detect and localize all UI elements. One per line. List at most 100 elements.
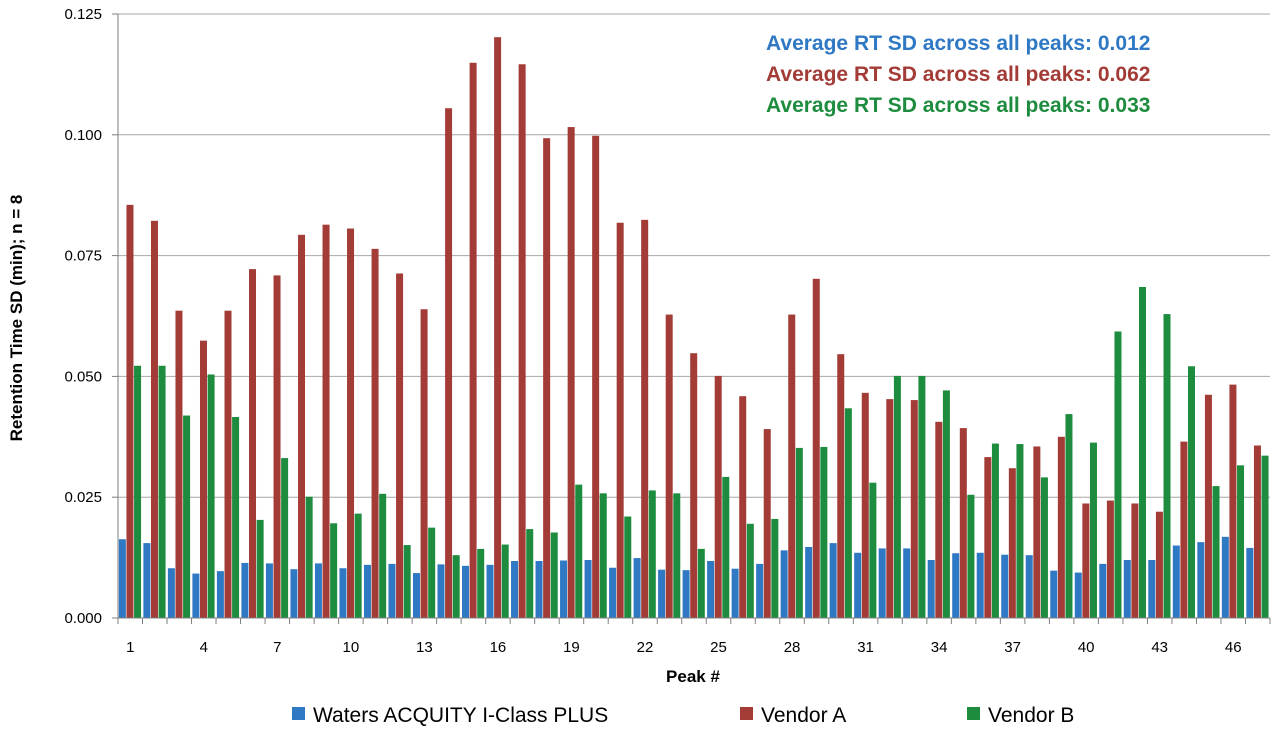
y-tick-label: 0.000: [64, 610, 102, 627]
bar: [1204, 394, 1212, 618]
bar: [624, 516, 632, 618]
bar: [428, 527, 436, 618]
bar: [403, 545, 411, 618]
bar: [812, 278, 820, 618]
bar: [722, 476, 730, 618]
bar: [746, 523, 754, 618]
bar: [501, 544, 509, 618]
bar: [354, 513, 362, 618]
bar: [1074, 572, 1082, 618]
bar: [991, 443, 999, 618]
bar: [844, 408, 852, 618]
bar: [592, 135, 600, 618]
bar: [1188, 366, 1196, 618]
x-tick-label: 10: [343, 639, 360, 656]
bar: [1163, 314, 1171, 618]
x-tick-label: 46: [1225, 639, 1242, 656]
bar: [697, 548, 705, 618]
bar: [690, 353, 698, 618]
legend-label: Vendor A: [761, 704, 846, 727]
bar: [330, 523, 338, 618]
bar: [216, 571, 224, 618]
bar: [560, 560, 568, 618]
average-rt-sd-annotation: Average RT SD across all peaks: 0.033: [766, 94, 1150, 117]
gridlines: [118, 13, 1270, 498]
bar: [305, 496, 313, 618]
bar: [281, 458, 289, 618]
bar: [1138, 287, 1146, 618]
bar: [665, 314, 673, 618]
bar: [599, 493, 607, 618]
x-tick-label: 28: [784, 639, 801, 656]
bar: [322, 224, 330, 618]
legend: Waters ACQUITY I-Class PLUS Vendor A Vendo…: [292, 704, 1074, 727]
bar: [837, 354, 845, 618]
bar: [412, 573, 420, 618]
bar: [633, 558, 641, 618]
bar: [903, 548, 911, 618]
bar: [707, 560, 715, 618]
bar: [518, 64, 526, 618]
bar: [893, 375, 901, 618]
x-tick-label: 19: [563, 639, 580, 656]
bar: [869, 482, 877, 618]
legend-label: Vendor B: [988, 704, 1074, 727]
bar: [199, 340, 207, 618]
bar: [224, 310, 232, 618]
bar: [641, 219, 649, 618]
annotations: Average RT SD across all peaks: 0.012 Ave…: [766, 32, 1150, 117]
bar: [1212, 486, 1220, 618]
x-tick-label: 43: [1151, 639, 1168, 656]
bar: [445, 108, 453, 618]
bar: [771, 518, 779, 618]
x-tick-label: 1: [126, 639, 134, 656]
bar: [959, 428, 967, 618]
x-tick-label: 31: [857, 639, 874, 656]
x-tick-label: 37: [1004, 639, 1021, 656]
bar: [584, 560, 592, 618]
bar: [829, 543, 837, 618]
bar: [1246, 547, 1254, 618]
bar: [756, 563, 764, 618]
bar: [469, 62, 477, 619]
bar: [371, 248, 379, 618]
bar: [984, 457, 992, 618]
bar: [183, 415, 191, 618]
x-tick-label: 40: [1078, 639, 1095, 656]
bar: [511, 560, 519, 618]
y-axis-title: Retention Time SD (min); n = 8: [7, 195, 26, 442]
y-tick-label: 0.100: [64, 127, 102, 144]
legend-swatch: [967, 707, 980, 720]
bar: [150, 220, 158, 618]
bar: [1180, 441, 1188, 618]
bar: [298, 234, 306, 618]
bar: [763, 429, 771, 618]
x-tick-label: 13: [416, 639, 433, 656]
x-tick-labels: 1 4 7 10 13 16 19 22 25 28 31 34 37 40 43 46: [126, 639, 1241, 656]
bar: [462, 565, 469, 618]
average-rt-sd-annotation: Average RT SD across all peaks: 0.012: [766, 32, 1150, 55]
bar: [1008, 468, 1016, 618]
bar: [396, 273, 404, 618]
bar: [854, 552, 862, 618]
bar: [616, 222, 624, 619]
bar: [347, 228, 355, 619]
bar: [1099, 563, 1107, 618]
bar: [714, 375, 722, 618]
bar: [1001, 554, 1009, 618]
bar: [1025, 555, 1033, 618]
bar: [731, 568, 739, 618]
bar: [1050, 570, 1058, 618]
y-tick-label: 0.125: [64, 6, 102, 23]
bar: [682, 570, 690, 618]
x-tick-label: 22: [637, 639, 654, 656]
bar: [550, 532, 558, 618]
bar: [1040, 477, 1048, 618]
bar: [314, 563, 322, 618]
x-tick-label: 34: [931, 639, 948, 656]
bar: [126, 204, 134, 619]
bar: [1106, 500, 1114, 618]
bar: [1114, 331, 1122, 618]
bar: [575, 484, 583, 618]
